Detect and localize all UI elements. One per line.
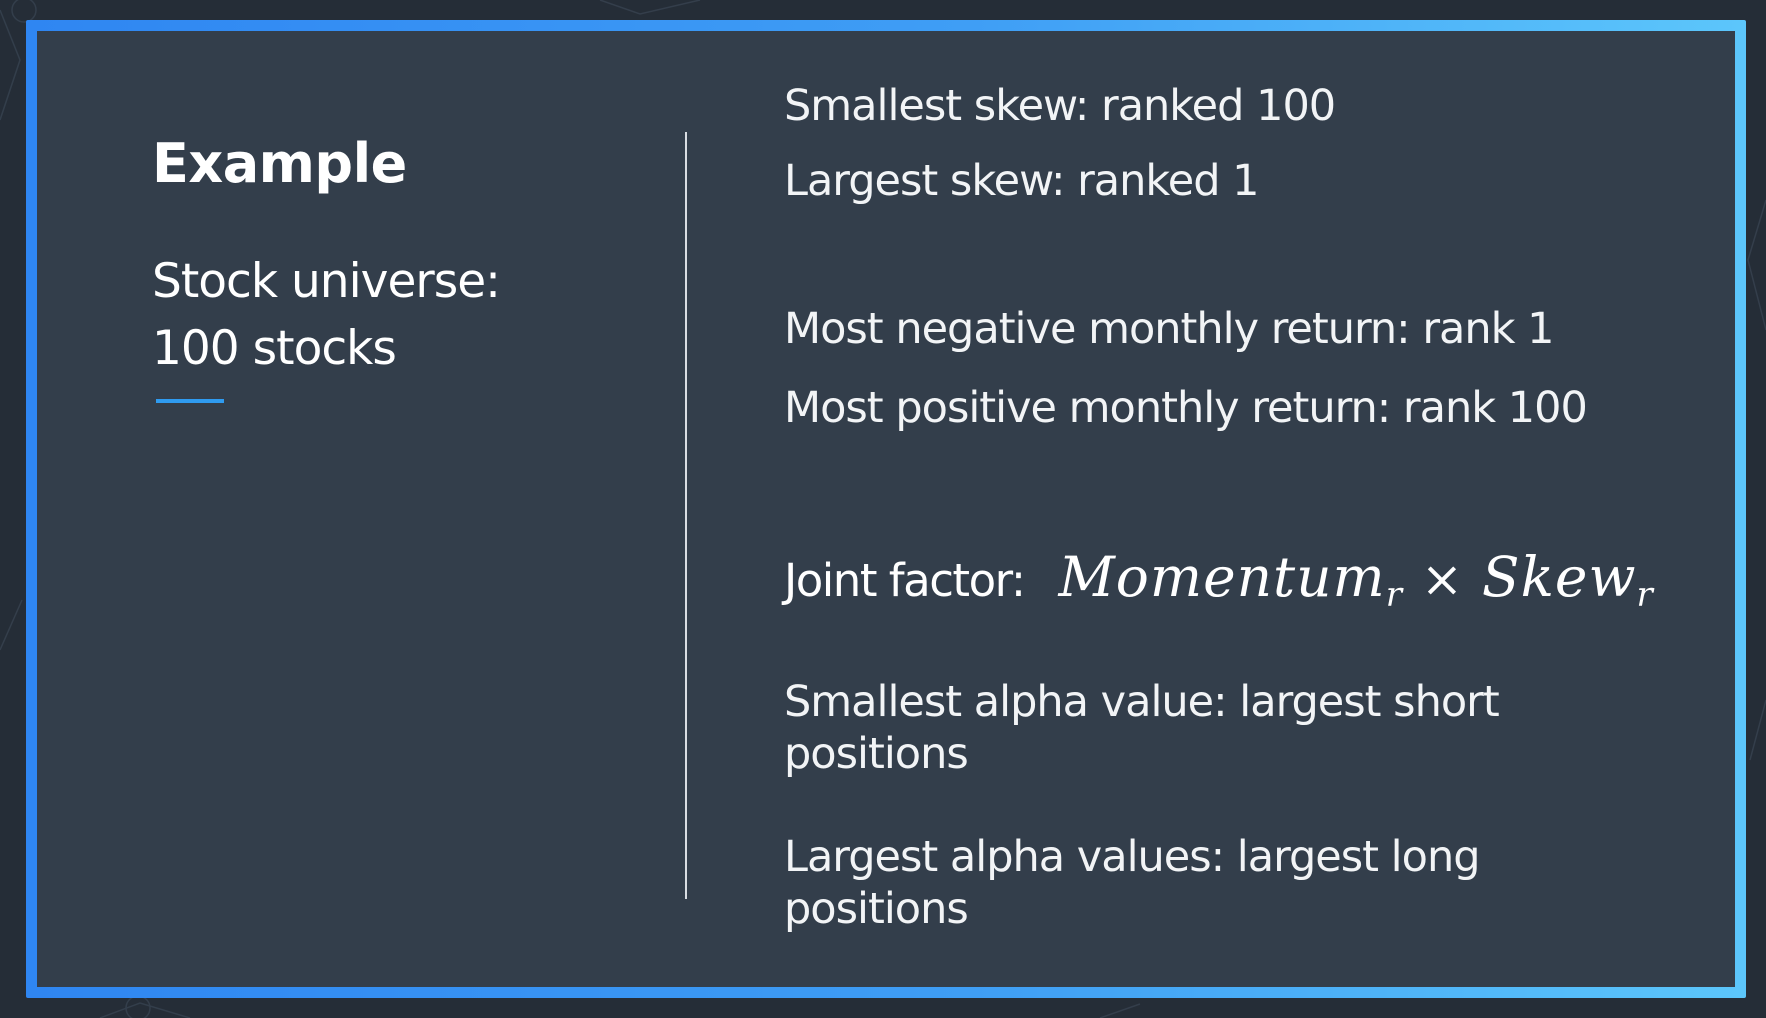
accent-underline [156, 399, 224, 403]
formula-subscript-2: r [1636, 575, 1654, 615]
formula-subscript-1: r [1385, 575, 1403, 615]
right-column: Smallest skew: ranked 100 Largest skew: … [37, 31, 1735, 987]
smallest-skew-text: Smallest skew: ranked 100 [784, 81, 1336, 131]
slide-title: Example [152, 132, 407, 195]
largest-alpha-text: Largest alpha values: largest long posit… [784, 832, 1481, 934]
formula-times-operator: × [1420, 550, 1464, 608]
slide-frame: Example Stock universe: 100 stocks Small… [26, 20, 1746, 998]
formula-term-momentum: Momentum [1058, 545, 1386, 609]
formula-term-skew: Skew [1481, 545, 1637, 609]
smallest-alpha-text: Smallest alpha value: largest short posi… [784, 677, 1500, 779]
slide-subtitle: Stock universe: 100 stocks [152, 248, 501, 382]
joint-factor-formula: Joint factor: Momentumr × Skewr [784, 545, 1654, 612]
most-negative-return-text: Most negative monthly return: rank 1 [784, 304, 1555, 354]
subtitle-line-2: 100 stocks [152, 321, 397, 376]
subtitle-line-1: Stock universe: [152, 254, 501, 309]
joint-factor-label: Joint factor: [784, 554, 1026, 607]
largest-skew-text: Largest skew: ranked 1 [784, 156, 1260, 206]
column-divider [685, 132, 687, 899]
left-column: Example Stock universe: 100 stocks [37, 31, 667, 987]
formula-expression: Momentumr × Skewr [1058, 545, 1653, 612]
most-positive-return-text: Most positive monthly return: rank 100 [784, 383, 1588, 433]
